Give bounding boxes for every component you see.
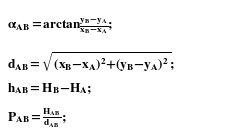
Text: $\mathbf{h_{AB}{=}H_B{-}H_A}$;: $\mathbf{h_{AB}{=}H_B{-}H_A}$; bbox=[7, 81, 92, 96]
Text: $\mathbf{\alpha_{AB}{=}arctan}\frac{\mathbf{y_B{-}y_A}}{\mathbf{x_B{-}x_A}}$;: $\mathbf{\alpha_{AB}{=}arctan}\frac{\mat… bbox=[7, 16, 113, 36]
Text: $\mathbf{P_{AB}{=}\frac{H_{AB}}{d_{AB}}}$;: $\mathbf{P_{AB}{=}\frac{H_{AB}}{d_{AB}}}… bbox=[7, 107, 66, 130]
Text: $\mathbf{d_{AB}{=}\sqrt{(x_B{-}x_A)^2{+}(y_B{-}y_A)^2}}$;: $\mathbf{d_{AB}{=}\sqrt{(x_B{-}x_A)^2{+}… bbox=[7, 51, 174, 75]
